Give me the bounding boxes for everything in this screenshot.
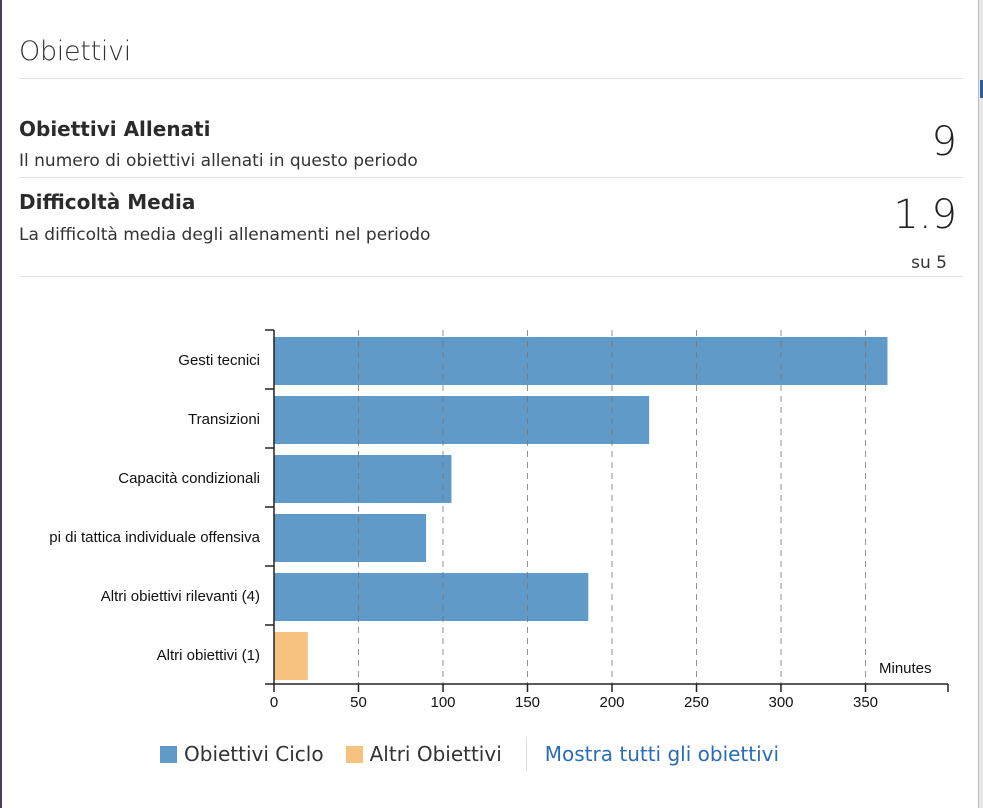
stat-label-avg-difficulty: Difficoltà Media	[19, 190, 196, 214]
y-axis-label: Transizioni	[188, 411, 260, 428]
bar-0[interactable]	[274, 337, 888, 385]
divider	[19, 276, 963, 277]
legend-swatch-orange	[345, 745, 363, 763]
divider	[19, 78, 963, 79]
x-axis-tick-label: 350	[852, 694, 879, 711]
chart-legend: Obiettivi Ciclo Altri Obiettivi Mostra t…	[160, 737, 779, 771]
bar-4[interactable]	[274, 573, 589, 621]
legend-swatch-blue	[160, 745, 177, 763]
x-axis-unit-label: Minutes	[879, 660, 932, 677]
bar-2[interactable]	[274, 455, 452, 503]
legend-separator	[525, 737, 527, 771]
bar-5[interactable]	[274, 632, 308, 680]
legend-label: Obiettivi Ciclo	[184, 742, 324, 766]
legend-item-cycle-objectives: Obiettivi Ciclo	[160, 742, 324, 766]
x-axis-tick-label: 200	[599, 694, 625, 711]
x-axis-tick-label: 0	[269, 694, 279, 711]
stat-sub-avg-difficulty: su 5	[911, 253, 947, 273]
x-axis-tick-label: 100	[430, 694, 456, 711]
y-axis-label: Altri obiettivi rilevanti (4)	[100, 588, 260, 605]
show-all-objectives-link[interactable]: Mostra tutti gli obiettivi	[544, 742, 780, 766]
x-axis-tick-label: 150	[514, 694, 541, 711]
legend-item-other-objectives: Altri Obiettivi	[345, 742, 502, 766]
bar-3[interactable]	[274, 514, 427, 562]
x-axis-tick-label: 250	[683, 694, 710, 711]
window-left-border	[0, 0, 2, 808]
stat-desc-trained-objectives: Il numero di obiettivi allenati in quest…	[19, 151, 418, 171]
background-accent	[980, 80, 983, 98]
legend-label: Altri Obiettivi	[369, 742, 502, 766]
bar-1[interactable]	[274, 396, 650, 444]
x-axis-tick-label: 50	[350, 694, 367, 711]
divider	[19, 177, 963, 178]
y-axis-label: Gesti tecnici	[178, 352, 260, 369]
stat-desc-avg-difficulty: La difficoltà media degli allenamenti ne…	[19, 225, 431, 245]
x-axis-tick-label: 300	[768, 694, 794, 711]
page-title: Obiettivi	[19, 36, 131, 67]
stat-value-avg-difficulty: 1.9	[893, 192, 957, 238]
y-axis-label: Capacità condizionali	[118, 470, 260, 487]
y-axis-label: Altri obiettivi (1)	[156, 647, 260, 664]
y-axis-label: pi di tattica individuale offensiva	[49, 529, 260, 546]
stat-label-trained-objectives: Obiettivi Allenati	[19, 117, 211, 141]
background-page-edge	[978, 0, 983, 808]
stat-value-trained-objectives: 9	[931, 119, 957, 165]
